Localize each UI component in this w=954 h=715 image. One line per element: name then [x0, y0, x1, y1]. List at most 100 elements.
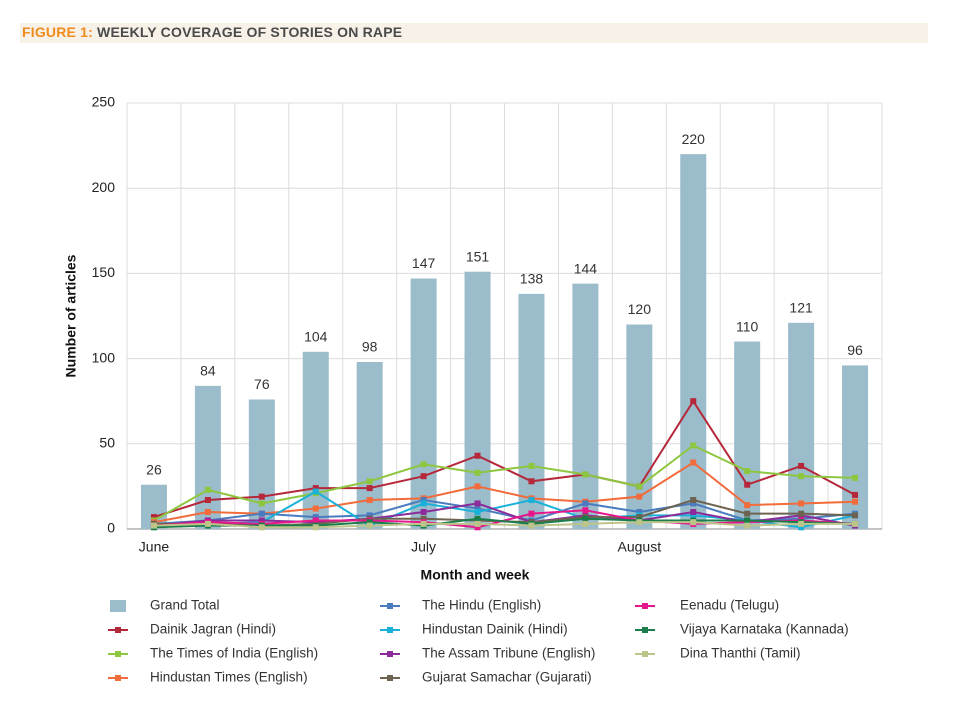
y-tick-label: 100: [92, 349, 116, 365]
point-marker: [690, 459, 697, 466]
point-marker: [366, 522, 373, 529]
point-marker: [636, 514, 643, 521]
y-tick-label: 200: [92, 179, 116, 195]
point-marker: [312, 517, 319, 524]
point-marker: [690, 519, 697, 526]
bar: [788, 322, 815, 529]
legend-swatch-marker: [115, 651, 121, 657]
point-marker: [798, 473, 805, 480]
point-marker: [852, 512, 859, 519]
point-marker: [312, 488, 319, 495]
series-line: [153, 444, 856, 522]
point-marker: [690, 442, 697, 449]
point-marker: [636, 483, 643, 490]
bar: [302, 351, 329, 529]
series-line: [153, 521, 856, 529]
legend-label: Grand Total: [150, 598, 220, 613]
point-marker: [474, 500, 481, 507]
point-marker: [150, 514, 157, 521]
point-marker: [312, 485, 319, 492]
point-marker: [636, 493, 643, 500]
point-marker: [420, 497, 427, 504]
point-marker: [204, 497, 211, 504]
value-label: 98: [362, 339, 378, 355]
point-marker: [744, 522, 751, 529]
point-marker: [744, 502, 751, 509]
value-label: 26: [146, 461, 162, 477]
point-marker: [474, 508, 481, 515]
value-label: 151: [466, 248, 490, 264]
value-label: 120: [628, 301, 652, 317]
point-marker: [366, 485, 373, 492]
point-marker: [420, 520, 427, 527]
point-marker: [798, 510, 805, 517]
point-marker: [474, 520, 481, 527]
point-marker: [258, 524, 265, 531]
point-marker: [852, 520, 859, 527]
point-marker: [582, 520, 589, 527]
point-marker: [690, 398, 697, 405]
value-label: 110: [736, 318, 759, 334]
figure-label: FIGURE 1: WEEKLY COVERAGE OF STORIES ON R…: [22, 24, 402, 40]
legend-swatch-marker: [642, 627, 648, 633]
y-tick-label: 250: [92, 94, 116, 110]
x-tick-label: July: [411, 539, 436, 555]
point-marker: [204, 508, 211, 515]
point-marker: [582, 507, 589, 514]
point-marker: [744, 468, 751, 475]
y-tick-label: 150: [92, 264, 116, 280]
point-marker: [150, 522, 157, 529]
point-marker: [474, 452, 481, 459]
point-marker: [582, 500, 589, 507]
point-marker: [258, 510, 265, 517]
legend-label: Dainik Jagran (Hindi): [150, 622, 276, 637]
value-label: 147: [412, 255, 436, 271]
point-marker: [366, 478, 373, 485]
point-marker: [744, 481, 751, 488]
point-marker: [312, 524, 319, 531]
legend-label: Hindustan Dainik (Hindi): [422, 622, 568, 637]
legend-label: Dina Thanthi (Tamil): [680, 646, 801, 661]
series-line: [153, 517, 856, 529]
point-marker: [204, 520, 211, 527]
point-marker: [474, 505, 481, 512]
legend-swatch-marker: [642, 651, 648, 657]
x-tick-label: June: [139, 539, 170, 555]
bar: [410, 278, 437, 529]
y-axis-title: Number of articles: [63, 254, 79, 377]
point-marker: [798, 462, 805, 469]
point-marker: [690, 500, 697, 507]
bar: [680, 154, 707, 529]
point-marker: [582, 471, 589, 478]
bar: [194, 385, 221, 529]
bar: [464, 271, 491, 529]
legend-swatch-marker: [642, 603, 648, 609]
point-marker: [420, 461, 427, 468]
point-marker: [582, 515, 589, 522]
point-marker: [420, 473, 427, 480]
legend-label: Eenadu (Telugu): [680, 598, 779, 613]
x-axis-title: Month and week: [421, 567, 530, 583]
point-marker: [690, 497, 697, 504]
point-marker: [744, 510, 751, 517]
point-marker: [258, 500, 265, 507]
bar: [734, 341, 761, 529]
legend-swatch-marker: [387, 651, 393, 657]
value-label: 104: [304, 328, 328, 344]
point-marker: [366, 512, 373, 519]
point-marker: [528, 478, 535, 485]
legend-label: The Hindu (English): [422, 598, 541, 613]
y-tick-label: 0: [107, 520, 115, 536]
point-marker: [528, 497, 535, 504]
figure-label-text: FIGURE 1:: [22, 24, 93, 40]
point-marker: [258, 517, 265, 524]
legend-swatch-marker: [115, 675, 121, 681]
point-marker: [420, 500, 427, 507]
series-line: [153, 461, 856, 524]
point-marker: [798, 520, 805, 527]
point-marker: [690, 508, 697, 515]
title-band: [20, 23, 928, 43]
legend-swatch: [110, 600, 126, 612]
legend-label: Gujarat Samachar (Gujarati): [422, 670, 592, 685]
